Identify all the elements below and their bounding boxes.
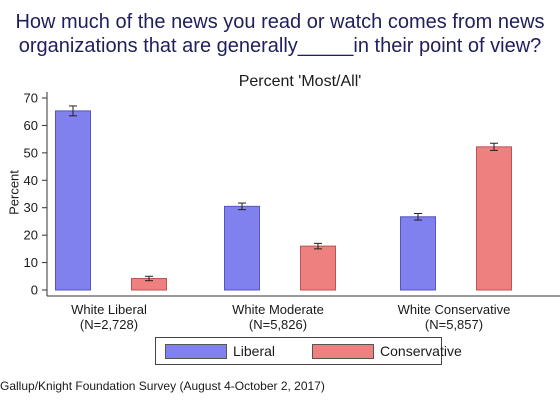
title-line-1: How much of the news you read or watch c…: [15, 11, 545, 33]
title-line-2: organizations that are generally_____in …: [18, 35, 542, 57]
y-tick-label-70: 70: [24, 91, 38, 106]
bar-conservative-1: [300, 245, 336, 291]
legend-label-conservative: Conservative: [380, 343, 462, 359]
y-tick-label-40: 40: [24, 173, 38, 188]
legend-label-liberal: Liberal: [233, 343, 276, 359]
source-note: Gallup/Knight Foundation Survey (August …: [0, 379, 325, 393]
legend: Liberal Conservative: [155, 337, 462, 365]
bar-liberal-1: [224, 205, 260, 291]
bar-conservative-2: [476, 146, 512, 291]
chart-subtitle: Percent 'Most/All': [238, 73, 362, 90]
bar-liberal-2: [400, 216, 436, 291]
legend-item-conservative: Conservative: [303, 343, 462, 359]
chart-title: How much of the news you read or watch c…: [0, 10, 560, 58]
legend-swatch-liberal: [165, 343, 227, 359]
y-tick-label-50: 50: [24, 145, 38, 160]
category-note-1: (N=5,826): [249, 317, 307, 332]
category-label-0: White Liberal: [71, 302, 147, 317]
category-note-0: (N=2,728): [80, 317, 138, 332]
category-label-2: White Conservative: [398, 302, 511, 317]
category-note-2: (N=5,857): [425, 317, 483, 332]
y-tick-label-10: 10: [24, 255, 38, 270]
legend-item-liberal: Liberal: [156, 343, 275, 359]
y-tick-label-0: 0: [31, 283, 38, 298]
y-tick-label-60: 60: [24, 118, 38, 133]
y-tick-label-30: 30: [24, 200, 38, 215]
bar-liberal-0: [55, 110, 91, 291]
y-tick-label-20: 20: [24, 228, 38, 243]
category-label-1: White Moderate: [232, 302, 324, 317]
legend-swatch-conservative: [312, 343, 375, 359]
